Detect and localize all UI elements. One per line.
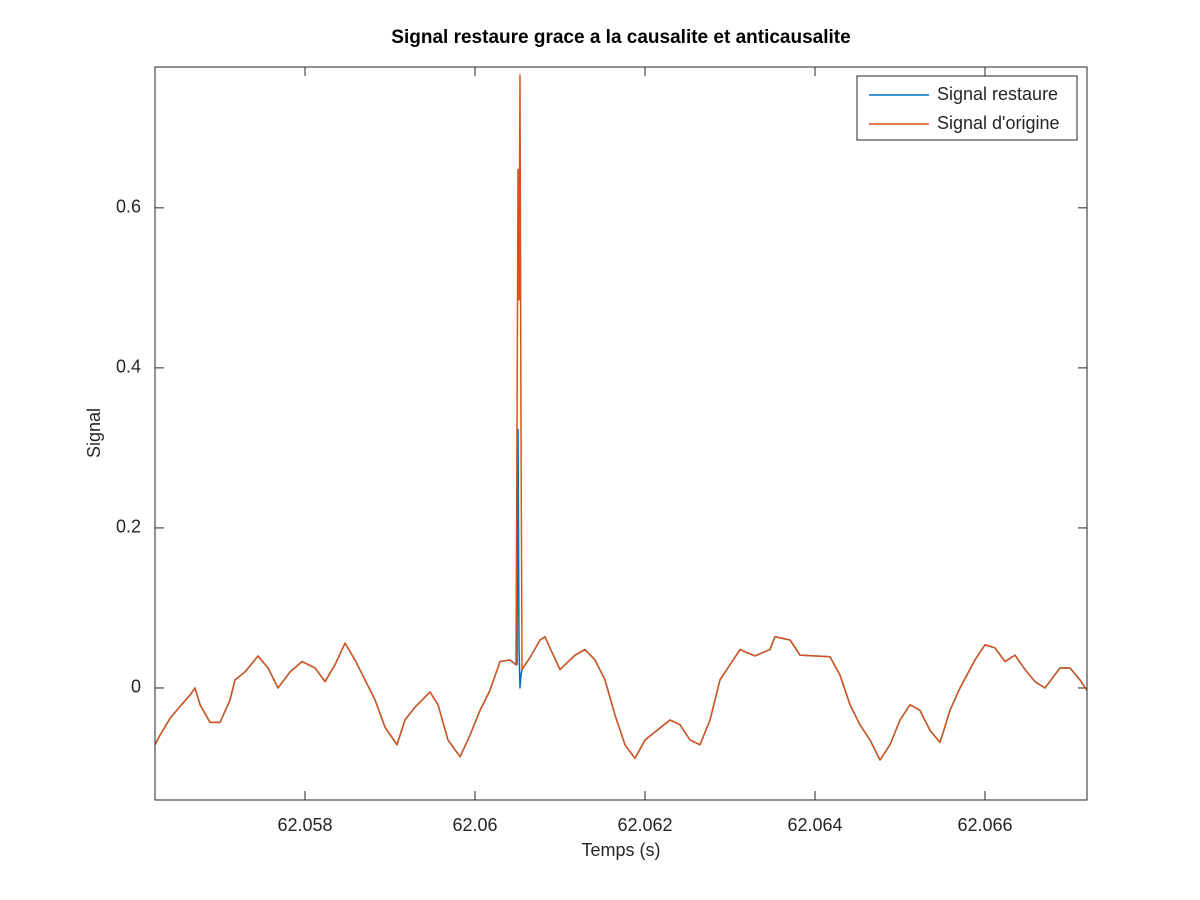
y-tick-label: 0 <box>131 677 141 697</box>
chart-title: Signal restaure grace a la causalite et … <box>391 27 850 48</box>
legend-box <box>856 75 1078 141</box>
x-axis-label: Temps (s) <box>581 840 660 860</box>
series-line <box>154 74 1088 761</box>
x-tick-label: 62.064 <box>787 815 842 835</box>
x-tick-label: 62.066 <box>957 815 1012 835</box>
y-tick-label: 0.6 <box>116 197 141 217</box>
x-tick-label: 62.058 <box>277 815 332 835</box>
legend-label: Signal restaure <box>937 84 1058 104</box>
y-tick-label: 0.4 <box>116 357 141 377</box>
x-tick-label: 62.06 <box>452 815 497 835</box>
y-axis-label: Signal <box>84 408 104 458</box>
legend-label: Signal d'origine <box>937 113 1060 133</box>
plot-frame <box>154 66 1088 801</box>
y-tick-label: 0.2 <box>116 517 141 537</box>
x-tick-label: 62.062 <box>617 815 672 835</box>
